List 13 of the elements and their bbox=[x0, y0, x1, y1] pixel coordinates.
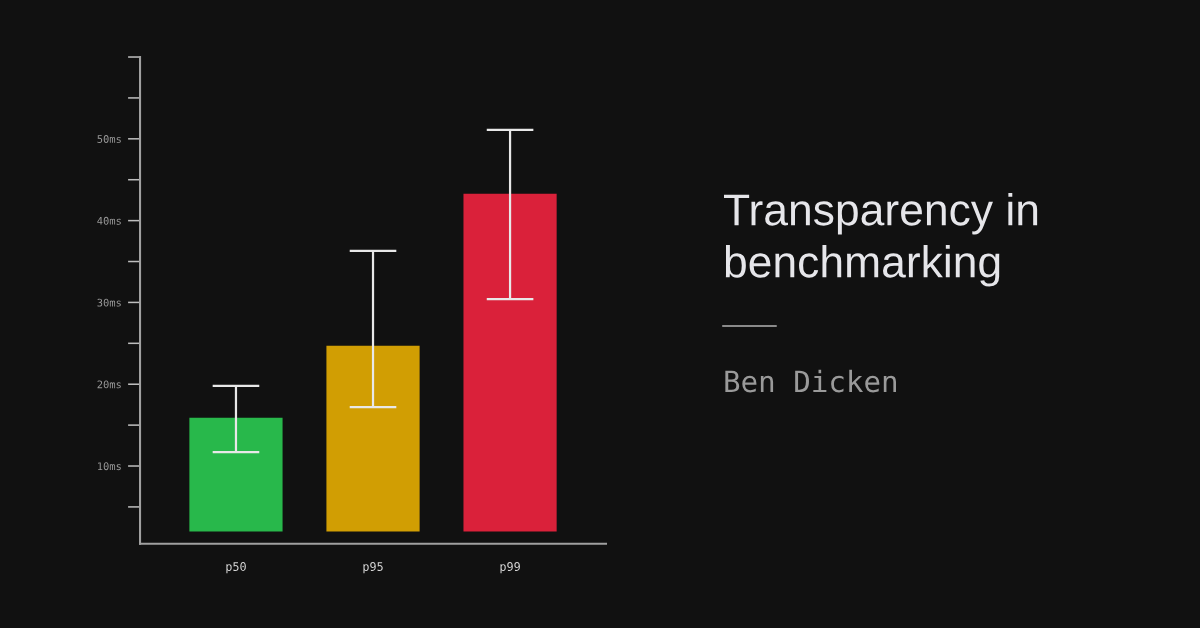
y-tick-label: 20ms bbox=[97, 380, 121, 389]
x-tick-label: p95 bbox=[363, 562, 383, 574]
text: Ben Dicken bbox=[725, 369, 896, 393]
text: Transparency in benchmarking bbox=[724, 193, 1038, 287]
y-tick-label: 10ms bbox=[98, 462, 121, 471]
y-tick-label: 40ms bbox=[97, 216, 121, 225]
y-tick-label: 50ms bbox=[97, 135, 121, 143]
y-tick-label: 30ms bbox=[97, 298, 121, 307]
x-tick-label: p50 bbox=[226, 562, 246, 574]
bar bbox=[463, 193, 557, 532]
x-tick-label: p99 bbox=[500, 562, 520, 574]
bar bbox=[326, 345, 420, 532]
bar bbox=[189, 417, 283, 532]
